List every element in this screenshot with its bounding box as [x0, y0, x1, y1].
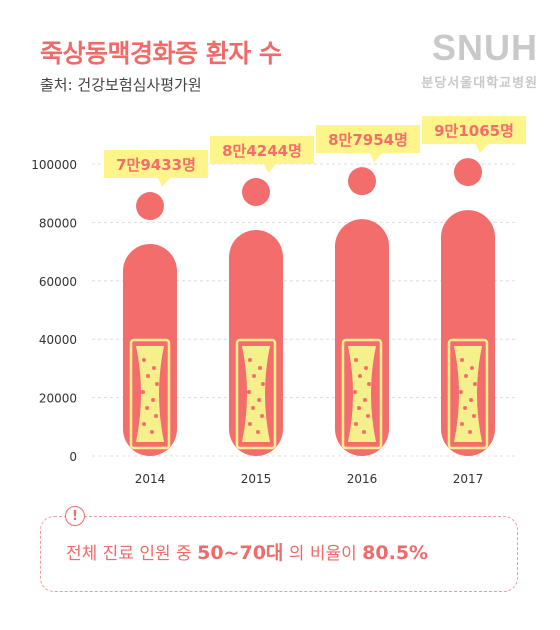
logo-mark: SNUH	[431, 27, 538, 68]
plaque-left	[454, 346, 459, 442]
plaque-dot	[151, 398, 155, 402]
plaque-dot	[154, 414, 158, 418]
value-label: 7만9433명	[116, 156, 196, 174]
plaque-dot	[248, 422, 252, 426]
artery-outline	[447, 338, 489, 450]
plaque-dot	[464, 374, 468, 378]
artery-outline	[235, 338, 277, 450]
notice-text-middle: 의 비율이	[283, 544, 363, 564]
plaque-left	[242, 346, 247, 442]
plaque-dot	[460, 422, 464, 426]
plaque-dot	[353, 390, 357, 394]
plaque-dot	[463, 406, 467, 410]
notice-highlight-age: 50~70대	[197, 542, 284, 564]
plaque-dot	[364, 366, 368, 370]
x-tick-label: 2017	[453, 472, 484, 486]
plaque-dot	[362, 430, 366, 434]
plaque-dot	[367, 382, 371, 386]
bar-group-2017: 9만1065명 2017	[422, 116, 526, 486]
plaque-dot	[366, 414, 370, 418]
value-label-box	[316, 125, 420, 163]
y-tick-label: 0	[69, 450, 77, 464]
plaque-dot	[247, 390, 251, 394]
plaque-dot	[251, 406, 255, 410]
notice-text-before: 전체 진료 인원 중	[66, 544, 198, 564]
plaque-dot	[472, 414, 476, 418]
value-label: 8만7954명	[328, 131, 408, 149]
page-title: 죽상동맥경화증 환자 수	[40, 39, 282, 68]
bar-head	[242, 178, 270, 207]
plaque-right	[265, 346, 270, 442]
plaque-dot	[470, 366, 474, 370]
patient-count-chart: 0 20000 40000 60000 80000 100000 7만9433명 2014 8만…	[31, 116, 526, 486]
plaque-dot	[141, 390, 145, 394]
notice-highlight-ratio: 80.5%	[362, 542, 429, 564]
plaque-dot	[142, 422, 146, 426]
plaque-dot	[252, 374, 256, 378]
plaque-dot	[363, 398, 367, 402]
plaque-dot	[459, 390, 463, 394]
hospital-logo: SNUH 분당서울대학교병원	[388, 27, 538, 92]
plaque-dot	[248, 358, 252, 362]
bar-group-2015: 8만4244명 2015	[210, 136, 314, 486]
y-tick-label: 80000	[39, 216, 77, 230]
plaque-dot	[473, 382, 477, 386]
plaque-dot	[257, 398, 261, 402]
y-tick-label: 60000	[39, 275, 77, 289]
plaque-right	[477, 346, 482, 442]
plaque-dot	[258, 366, 262, 370]
plaque-dot	[460, 358, 464, 362]
plaque-dot	[142, 358, 146, 362]
plaque-dot	[150, 430, 154, 434]
plaque-dot	[468, 430, 472, 434]
plaque-right	[159, 346, 164, 442]
y-tick-label: 100000	[31, 158, 77, 172]
y-tick-label: 20000	[39, 392, 77, 406]
bar-group-2014: 7만9433명 2014	[104, 150, 208, 486]
value-label-box	[422, 116, 526, 154]
source-text: 출처: 건강보험심사평가원	[40, 76, 202, 94]
notice-text: 전체 진료 인원 중 50~70대 의 비율이 80.5%	[66, 538, 428, 565]
plaque-dot	[358, 374, 362, 378]
x-tick-label: 2014	[135, 472, 166, 486]
plaque-dot	[261, 382, 265, 386]
plaque-right	[371, 346, 376, 442]
artery-outline	[341, 338, 383, 450]
artery-outline	[129, 338, 171, 450]
x-tick-label: 2016	[347, 472, 378, 486]
x-tick-label: 2015	[241, 472, 272, 486]
plaque-dot	[152, 366, 156, 370]
plaque-dot	[354, 422, 358, 426]
bar-head	[348, 167, 376, 196]
plaque-left	[136, 346, 141, 442]
logo-subtitle: 분당서울대학교병원	[421, 76, 538, 91]
bar-head	[454, 158, 482, 187]
plaque-dot	[155, 382, 159, 386]
plaque-dot	[146, 374, 150, 378]
plaque-dot	[354, 358, 358, 362]
plaque-left	[348, 346, 353, 442]
plaque-dot	[357, 406, 361, 410]
notice-box	[40, 516, 518, 592]
plaque-dot	[260, 414, 264, 418]
value-label: 9만1065명	[434, 122, 514, 140]
exclamation-icon: !	[65, 506, 85, 526]
y-tick-label: 40000	[39, 333, 77, 347]
value-label: 8만4244명	[222, 142, 302, 160]
bar-group-2016: 8만7954명 2016	[316, 125, 420, 486]
plaque-dot	[145, 406, 149, 410]
value-label-box	[104, 150, 208, 188]
bar-head	[136, 192, 164, 221]
plaque-dot	[469, 398, 473, 402]
value-label-box	[210, 136, 314, 174]
plaque-dot	[256, 430, 260, 434]
